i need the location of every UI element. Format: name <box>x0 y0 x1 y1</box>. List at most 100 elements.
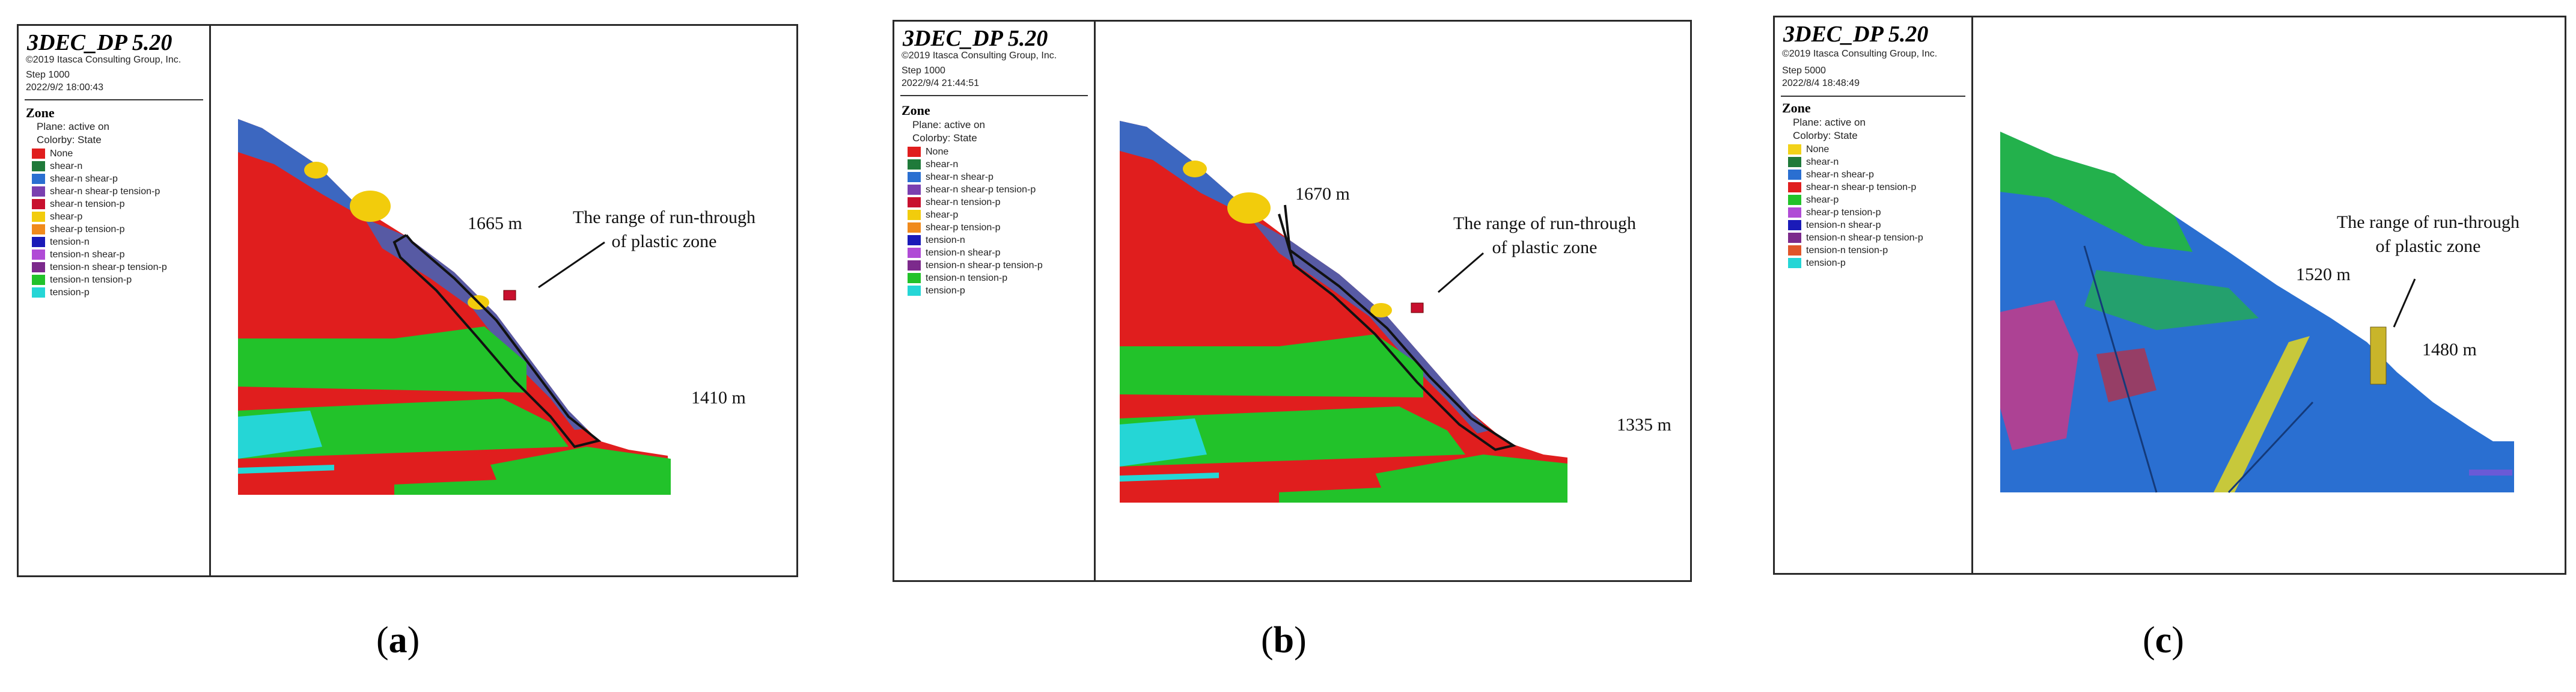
panel-a-frame: 3DEC_DP 5.20 ©2019 Itasca Consulting Gro… <box>17 24 798 577</box>
legend-swatch <box>32 186 45 197</box>
panel-b-elev-bottom: 1335 m <box>1617 415 1671 435</box>
legend-swatch <box>908 260 921 271</box>
panel-a-annotation-arrow <box>538 241 605 289</box>
panel-a-elev-top: 1665 m <box>468 213 522 233</box>
legend-swatch <box>908 197 921 207</box>
legend-item: shear-n shear-p <box>32 173 167 185</box>
legend-swatch <box>908 222 921 233</box>
legend-item: tension-n <box>32 236 167 248</box>
legend-item: tension-n shear-p <box>1788 219 1923 231</box>
legend-item: tension-n shear-p <box>32 248 167 261</box>
panel-c-model-plot <box>1976 17 2565 574</box>
panel-b-annotation-arrow <box>1438 252 1484 293</box>
panel-b-surface-blue-2 <box>1249 217 1489 433</box>
legend-swatch <box>908 159 921 170</box>
panel-b-step: Step 1000 <box>902 66 945 76</box>
legend-item: shear-n shear-p <box>1788 168 1923 181</box>
panel-a-annotation-line1: The range of run-through <box>572 207 756 227</box>
panel-a-slope-body <box>238 119 671 495</box>
panel-c-green-top <box>2000 132 2193 252</box>
panel-b-red-band <box>1120 473 1381 500</box>
legend-item: None <box>1788 143 1923 156</box>
panel-a-legend-box: 3DEC_DP 5.20 ©2019 Itasca Consulting Gro… <box>19 26 211 575</box>
panel-c-step: Step 5000 <box>1782 66 1826 76</box>
panel-b-yellow-patch <box>1183 161 1207 177</box>
panel-b-colorby: Colorby: State <box>912 132 977 144</box>
legend-item: shear-n shear-p <box>908 171 1043 183</box>
legend-label: tension-n shear-p <box>50 249 125 260</box>
panel-c-copyright: ©2019 Itasca Consulting Group, Inc. <box>1782 49 1938 59</box>
panel-c-yellow-band <box>2214 336 2310 492</box>
panel-c-zone-title: Zone <box>1782 100 1811 115</box>
legend-item: shear-p tension-p <box>908 221 1043 234</box>
legend-item: tension-n tension-p <box>908 272 1043 284</box>
panel-b-yellow-patch <box>1227 192 1271 224</box>
legend-swatch <box>1788 207 1801 218</box>
panel-b-zone-title: Zone <box>902 103 930 118</box>
legend-swatch <box>32 275 45 285</box>
legend-swatch <box>32 174 45 184</box>
legend-item: shear-n tension-p <box>32 198 167 210</box>
panel-b-caption: (b) <box>1261 620 1307 661</box>
panel-a-model-plot <box>214 26 797 576</box>
legend-swatch <box>1788 157 1801 167</box>
panel-a-copyright: ©2019 Itasca Consulting Group, Inc. <box>26 55 182 65</box>
panel-a-colorby: Colorby: State <box>37 134 102 145</box>
panel-c-elev-top: 1520 m <box>2296 265 2351 284</box>
legend-swatch <box>1788 182 1801 192</box>
panel-b-green-band <box>1279 455 1567 503</box>
panel-a-caption: (a) <box>376 620 420 661</box>
panel-c-base-strip <box>2469 470 2512 476</box>
panel-c-datetime: 2022/8/4 18:48:49 <box>1782 78 1860 88</box>
panel-b-brand: 3DEC_DP 5.20 <box>903 26 1048 51</box>
legend-label: None <box>926 146 949 157</box>
legend-item: tension-n shear-p tension-p <box>1788 231 1923 244</box>
legend-item: shear-p tension-p <box>1788 206 1923 219</box>
legend-label: tension-n shear-p tension-p <box>1806 232 1923 243</box>
panel-c-annotation-arrow <box>2393 278 2416 328</box>
legend-swatch <box>32 224 45 234</box>
legend-swatch <box>32 149 45 159</box>
panel-c-colorby: Colorby: State <box>1793 130 1858 141</box>
panel-b-datetime: 2022/9/4 21:44:51 <box>902 78 980 88</box>
legend-swatch <box>1788 220 1801 230</box>
legend-label: shear-n <box>1806 156 1839 167</box>
legend-item: shear-n shear-p tension-p <box>32 185 167 198</box>
legend-swatch <box>908 286 921 296</box>
panel-a-plane: Plane: active on <box>37 121 109 132</box>
panel-c-brand: 3DEC_DP 5.20 <box>1783 22 1929 47</box>
legend-item: tension-n shear-p tension-p <box>32 261 167 274</box>
legend-swatch <box>1788 144 1801 155</box>
panel-a-cyan-patch <box>238 411 322 459</box>
panel-c-frame: 3DEC_DP 5.20 ©2019 Itasca Consulting Gro… <box>1773 16 2566 575</box>
legend-item: shear-n shear-p tension-p <box>908 183 1043 196</box>
panel-c-annotation: The range of run-through of plastic zone <box>2314 210 2542 259</box>
legend-swatch <box>32 250 45 260</box>
panel-a-red-band <box>238 465 496 492</box>
panel-b-yellow-patch <box>1370 303 1392 317</box>
panel-c-elev-bottom: 1480 m <box>2422 340 2477 360</box>
panel-b-cyan-patch <box>1120 418 1207 467</box>
legend-label: tension-p <box>926 285 965 296</box>
legend-label: tension-n tension-p <box>50 274 132 285</box>
panel-c-plane: Plane: active on <box>1793 117 1866 128</box>
legend-swatch <box>1788 258 1801 268</box>
legend-item: shear-n <box>32 160 167 173</box>
panel-c-joint-line <box>2083 245 2158 493</box>
legend-swatch <box>32 212 45 222</box>
panel-b-legend-box: 3DEC_DP 5.20 ©2019 Itasca Consulting Gro… <box>894 22 1096 580</box>
legend-label: None <box>1806 144 1830 155</box>
panel-c-magenta-patch <box>2000 300 2078 450</box>
panel-b-frame: 3DEC_DP 5.20 ©2019 Itasca Consulting Gro… <box>893 20 1692 582</box>
legend-swatch <box>908 185 921 195</box>
legend-label: None <box>50 148 73 159</box>
legend-item: shear-n <box>1788 156 1923 168</box>
legend-label: shear-n <box>926 159 959 170</box>
legend-item: shear-p <box>32 210 167 223</box>
legend-label: shear-p tension-p <box>1806 207 1881 218</box>
panel-b-caption-letter: b <box>1273 620 1295 661</box>
panel-c-caption-letter: c <box>2155 620 2172 661</box>
panel-b-model-plot <box>1099 22 1691 581</box>
legend-label: shear-n shear-p tension-p <box>50 186 160 197</box>
legend-label: shear-n <box>50 161 83 171</box>
